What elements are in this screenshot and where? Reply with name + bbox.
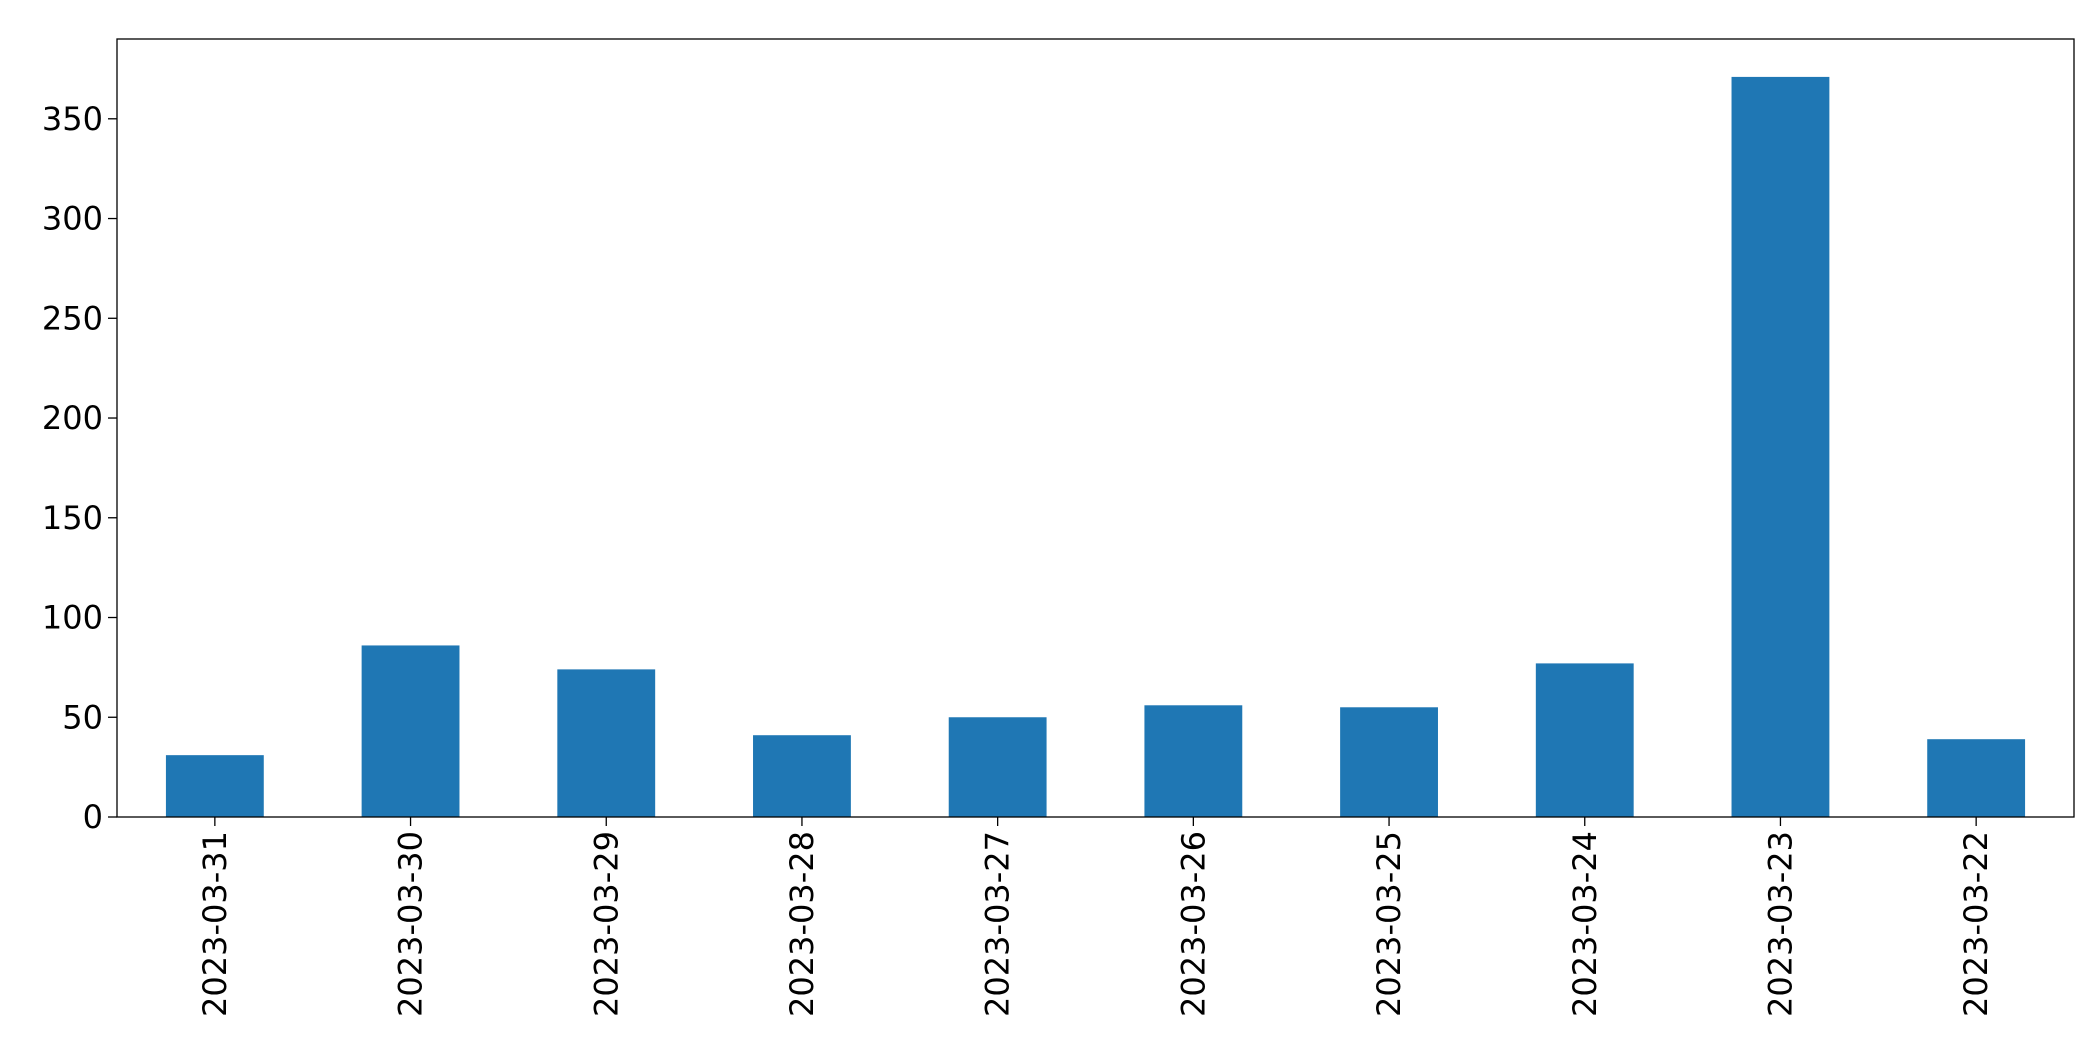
- x-tick-label: 2023-03-26: [1174, 831, 1212, 1017]
- bar: [948, 717, 1047, 817]
- x-tick-label: 2023-03-30: [392, 831, 430, 1017]
- bar: [753, 735, 851, 817]
- y-tick-label: 150: [42, 499, 103, 537]
- y-tick-label: 0: [83, 798, 103, 836]
- x-tick-label: 2023-03-29: [587, 831, 625, 1017]
- y-tick-label: 200: [42, 399, 103, 437]
- x-tick-label: 2023-03-28: [783, 831, 821, 1017]
- x-tick-label: 2023-03-25: [1370, 831, 1408, 1017]
- y-tick-label: 50: [62, 698, 103, 736]
- x-tick-label: 2023-03-31: [196, 831, 234, 1017]
- bar: [1144, 705, 1243, 817]
- y-tick-label: 350: [42, 100, 103, 138]
- bar: [361, 645, 460, 817]
- x-tick-label: 2023-03-27: [979, 831, 1017, 1017]
- bar: [1340, 707, 1438, 817]
- y-tick-label: 100: [42, 599, 103, 637]
- x-tick-label: 2023-03-24: [1566, 831, 1604, 1017]
- bar: [165, 755, 264, 817]
- y-tick-label: 300: [42, 200, 103, 238]
- x-tick-label: 2023-03-22: [1957, 831, 1995, 1017]
- x-tick-label: 2023-03-23: [1761, 831, 1799, 1017]
- bar: [1927, 739, 2026, 817]
- bar: [557, 669, 656, 817]
- plot-frame: [116, 38, 2075, 818]
- bar: [1535, 663, 1634, 817]
- bar: [1731, 76, 1830, 817]
- y-tick-label: 250: [42, 299, 103, 337]
